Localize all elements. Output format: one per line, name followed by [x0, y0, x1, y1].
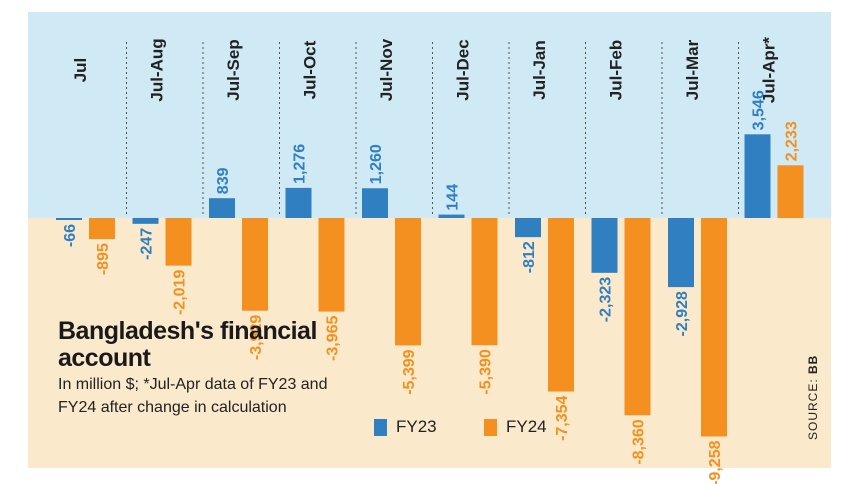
- legend-fy23: FY23: [374, 417, 437, 437]
- value-label-fy23: -2,928: [674, 291, 691, 336]
- legend-swatch-fy23: [374, 418, 387, 436]
- bar-fy23: [744, 134, 771, 218]
- bar-fy23: [438, 214, 465, 218]
- legend-label-fy23: FY23: [396, 417, 437, 436]
- bar-fy24: [318, 218, 345, 312]
- value-label-fy23: -2,323: [598, 277, 615, 322]
- bar-fy23: [362, 188, 388, 218]
- bar-fy24: [89, 218, 115, 240]
- bar-fy23: [209, 198, 235, 218]
- bar-fy24: [701, 218, 727, 437]
- category-labels: Jul Jul-Aug Jul-Sep Jul-Oct Jul-Nov Jul-Dec Ju…: [71, 37, 779, 104]
- bar-fy24: [777, 165, 804, 218]
- category-label: Jul: [71, 58, 90, 83]
- value-label-fy23: 1,260: [368, 144, 385, 184]
- category-label: Jul-Dec: [454, 39, 473, 100]
- value-label-fy23: -247: [139, 228, 156, 260]
- value-label-fy24: -7,354: [554, 395, 571, 440]
- bar-fy24: [548, 218, 574, 392]
- chart-subtitle: In million $; *Jul-Apr data of FY23 and …: [58, 376, 328, 416]
- category-label: Jul-Apr*: [760, 37, 779, 104]
- category-label: Jul-Aug: [148, 38, 167, 101]
- value-label-fy24: -9,258: [707, 440, 724, 484]
- category-label: Jul-Sep: [224, 39, 243, 100]
- value-labels: -66 -895 -247 -2,019 839 -3,929 1,276 -3,965 1,2…: [62, 90, 801, 484]
- bar-fy23: [56, 218, 82, 220]
- category-label: Jul-Feb: [607, 40, 626, 100]
- bar-fy23: [515, 218, 541, 238]
- category-label: Jul-Nov: [377, 38, 396, 101]
- bar-fy23: [591, 218, 618, 273]
- category-label: Jul-Jan: [530, 40, 549, 100]
- chart-title: Bangladesh's financial account: [58, 317, 317, 372]
- category-dividers: [126, 42, 739, 215]
- category-label: Jul-Mar: [683, 39, 702, 100]
- value-label-fy24: -3,929: [248, 315, 265, 360]
- value-label-fy23: 839: [215, 167, 232, 194]
- value-label-fy24: -895: [95, 243, 112, 275]
- value-label-fy24: -2,019: [172, 270, 189, 315]
- source-note: SOURCE: BB: [806, 355, 820, 440]
- legend-label-fy24: FY24: [506, 417, 547, 436]
- legend-fy24: FY24: [484, 417, 547, 437]
- source-value: BB: [806, 354, 820, 374]
- bar-fy24: [624, 218, 651, 416]
- negative-region: [28, 218, 831, 468]
- value-label-fy23: -66: [62, 224, 79, 247]
- source-label: SOURCE:: [806, 373, 820, 440]
- bar-fy24: [471, 218, 498, 346]
- bars: [56, 134, 804, 437]
- value-label-fy23: 3,546: [751, 90, 768, 130]
- bar-fy24: [165, 218, 192, 266]
- value-label-fy24: -5,390: [478, 349, 495, 394]
- bar-fy23: [285, 187, 312, 218]
- value-label-fy24: 2,233: [784, 121, 801, 161]
- legend-swatch-fy24: [484, 418, 497, 436]
- bar-fy24: [395, 218, 421, 346]
- category-label: Jul-Oct: [301, 40, 320, 99]
- bar-fy23: [668, 218, 694, 288]
- bar-fy24: [242, 218, 268, 311]
- value-label-fy24: -5,399: [401, 349, 418, 394]
- value-label-fy23: 144: [445, 184, 462, 211]
- value-label-fy24: -3,965: [325, 315, 342, 360]
- bar-fy23: [132, 218, 159, 224]
- value-label-fy23: -812: [521, 241, 538, 273]
- value-label-fy24: -8,360: [631, 419, 648, 464]
- positive-region: [28, 12, 831, 218]
- value-label-fy23: 1,276: [292, 144, 309, 184]
